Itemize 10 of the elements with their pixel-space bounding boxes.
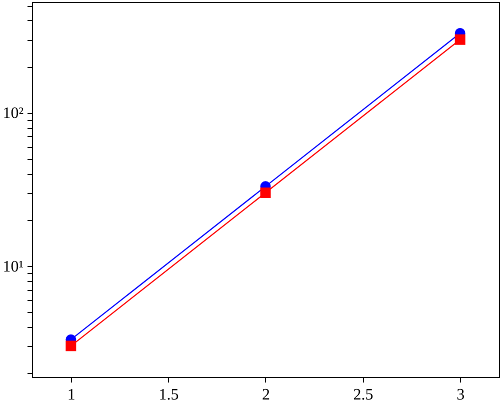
point [66, 340, 76, 352]
x-tick-label: 1 [67, 386, 76, 404]
x-tick-label: 1.5 [158, 386, 179, 404]
point [260, 188, 271, 198]
point [454, 34, 466, 45]
y-tick-label: 10² [2, 105, 24, 122]
y-tick-label: 10¹ [2, 258, 24, 276]
x-tick-label: 3 [456, 386, 465, 404]
x-tick-label: 2 [262, 386, 270, 404]
x-tick-label: 2.5 [353, 386, 374, 404]
